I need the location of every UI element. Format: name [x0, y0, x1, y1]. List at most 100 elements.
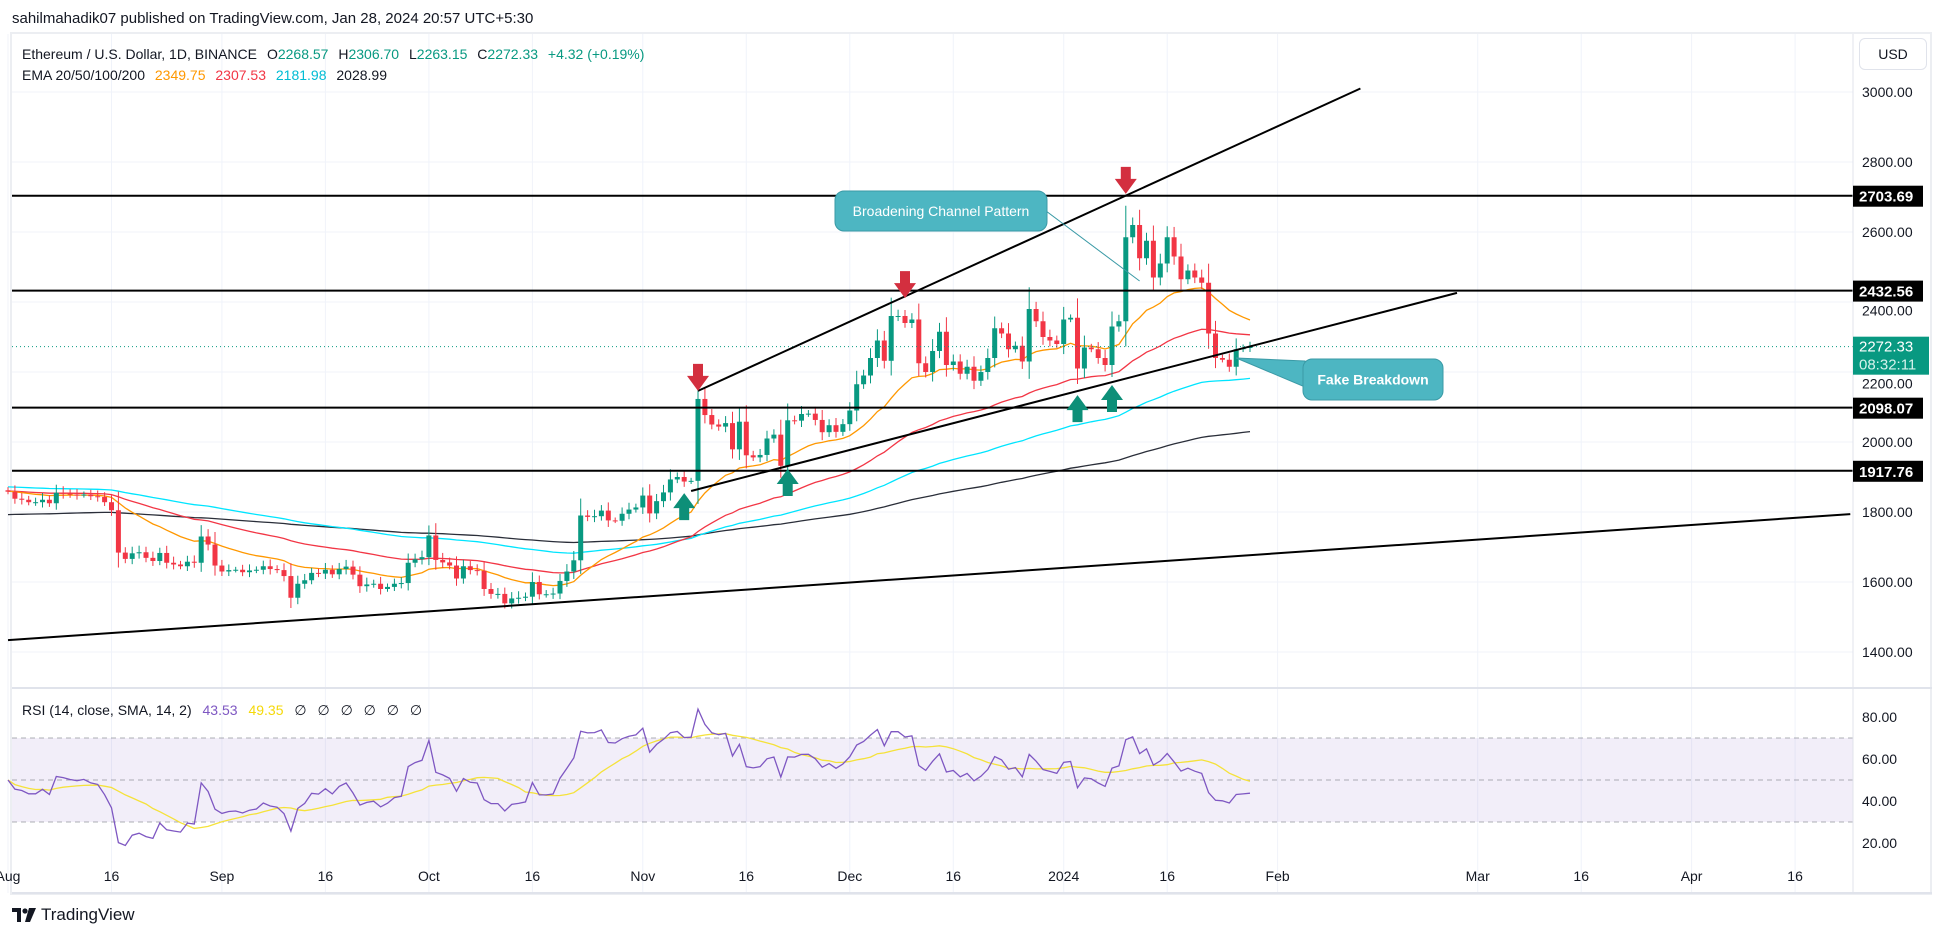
trend-line-lower-channel[interactable]: [690, 291, 1458, 492]
candle-body: [716, 424, 722, 427]
trend-line-long-support[interactable]: [7, 513, 1851, 642]
ema-label[interactable]: EMA 20/50/100/200: [22, 67, 145, 83]
candle: [495, 587, 501, 599]
candle-body: [957, 361, 963, 374]
candle-body: [868, 358, 873, 376]
callout[interactable]: Broadening Channel Pattern: [834, 190, 1140, 282]
candle-body: [861, 375, 867, 385]
candle-body: [329, 569, 335, 575]
candle-body: [626, 509, 632, 514]
candle-body: [1075, 317, 1080, 369]
candle-body: [778, 434, 784, 466]
arrow-up-icon[interactable]: [1101, 384, 1123, 412]
candle-body: [895, 316, 901, 317]
ohlc-row: Ethereum / U.S. Dollar, 1D, BINANCE O2268…: [22, 44, 650, 65]
candle: [1192, 263, 1198, 284]
candle-body: [1081, 347, 1087, 369]
candle-body: [1185, 270, 1191, 280]
currency-button[interactable]: USD: [1859, 38, 1927, 70]
candle-body: [316, 572, 321, 574]
arrow-up-icon[interactable]: [776, 468, 799, 496]
candle-body: [557, 580, 563, 594]
candle-body: [585, 515, 591, 517]
candle-body: [833, 425, 839, 432]
y-tick-label: 2000.00: [1862, 434, 1913, 450]
candle: [688, 477, 694, 484]
candle-body: [426, 535, 432, 558]
candle-body: [1150, 240, 1156, 278]
open-label: O: [266, 46, 278, 62]
tradingview-logo[interactable]: TradingView: [12, 905, 135, 925]
candle-body: [109, 502, 114, 511]
rsi-tick-label: 40.00: [1862, 793, 1897, 809]
level-price-label: 2432.56: [1859, 284, 1913, 301]
candle-body: [1033, 309, 1039, 322]
candle: [743, 405, 749, 469]
level-price-badge: [1853, 185, 1923, 207]
candle-body: [709, 415, 715, 425]
arrow-up-icon[interactable]: [673, 493, 696, 521]
candle: [433, 523, 439, 570]
candle: [157, 547, 163, 566]
candle: [60, 486, 66, 499]
change-value: +4.32 (+0.19%): [547, 46, 645, 62]
candle: [219, 559, 225, 577]
candle: [53, 484, 59, 510]
candle: [812, 406, 818, 426]
arrow-down-icon[interactable]: [1114, 166, 1137, 194]
candle-body: [1192, 270, 1198, 278]
candle-body: [1102, 358, 1108, 365]
level-price-badge: [1853, 460, 1923, 482]
rsi-value: 43.53: [202, 702, 238, 718]
candle-body: [619, 513, 625, 521]
drawings[interactable]: Broadening Channel Pattern Fake Breakdown: [7, 87, 1853, 642]
candle-body: [454, 565, 459, 579]
candle: [1088, 343, 1094, 353]
candle-body: [764, 438, 770, 455]
candle: [129, 546, 135, 565]
candle-body: [46, 499, 52, 504]
candle-body: [115, 510, 121, 553]
y-tick-label: 2800.00: [1862, 154, 1913, 170]
candle: [730, 411, 735, 459]
candle: [405, 553, 411, 591]
candle-body: [336, 569, 342, 575]
candle-body: [1144, 240, 1149, 259]
rsi-label[interactable]: RSI (14, close, SMA, 14, 2): [22, 702, 192, 718]
symbol-title[interactable]: Ethereum / U.S. Dollar, 1D, BINANCE: [22, 46, 257, 62]
x-tick-label: 16: [739, 868, 755, 884]
candle-body: [840, 424, 846, 432]
candle: [233, 566, 239, 573]
candle-body: [1219, 358, 1225, 360]
candle-body: [1226, 359, 1232, 367]
ema200-line: [7, 430, 1251, 544]
candle: [716, 419, 722, 431]
trend-line-upper-channel[interactable]: [697, 87, 1361, 392]
candle: [550, 587, 556, 599]
candle: [1137, 209, 1143, 271]
axes: Aug 16 Sep 16 Oct 16 Nov 16 Dec 16 2024 16 Feb Mar 16 A…: [0, 34, 1932, 894]
candle-body: [964, 366, 970, 374]
candle-body: [661, 492, 666, 502]
candle: [937, 322, 942, 359]
x-tick-label: 16: [1573, 868, 1589, 884]
arrow-down-icon[interactable]: [687, 363, 709, 391]
x-tick-label: 16: [1787, 868, 1803, 884]
callout-text: Fake Breakdown: [1317, 372, 1428, 388]
candle-body: [288, 576, 294, 598]
candle-body: [495, 593, 501, 595]
candle: [847, 402, 853, 431]
candle: [695, 370, 701, 504]
candle: [102, 492, 108, 506]
close-label: C: [477, 46, 488, 62]
callout[interactable]: Fake Breakdown: [1236, 357, 1444, 401]
candle-body: [1206, 282, 1212, 334]
candle-body: [281, 570, 287, 577]
candle: [605, 502, 611, 527]
candle: [923, 356, 929, 378]
arrow-down-icon[interactable]: [894, 271, 916, 299]
arrow-up-icon[interactable]: [1066, 395, 1089, 423]
candle-body: [171, 562, 177, 565]
candle: [1019, 336, 1025, 369]
